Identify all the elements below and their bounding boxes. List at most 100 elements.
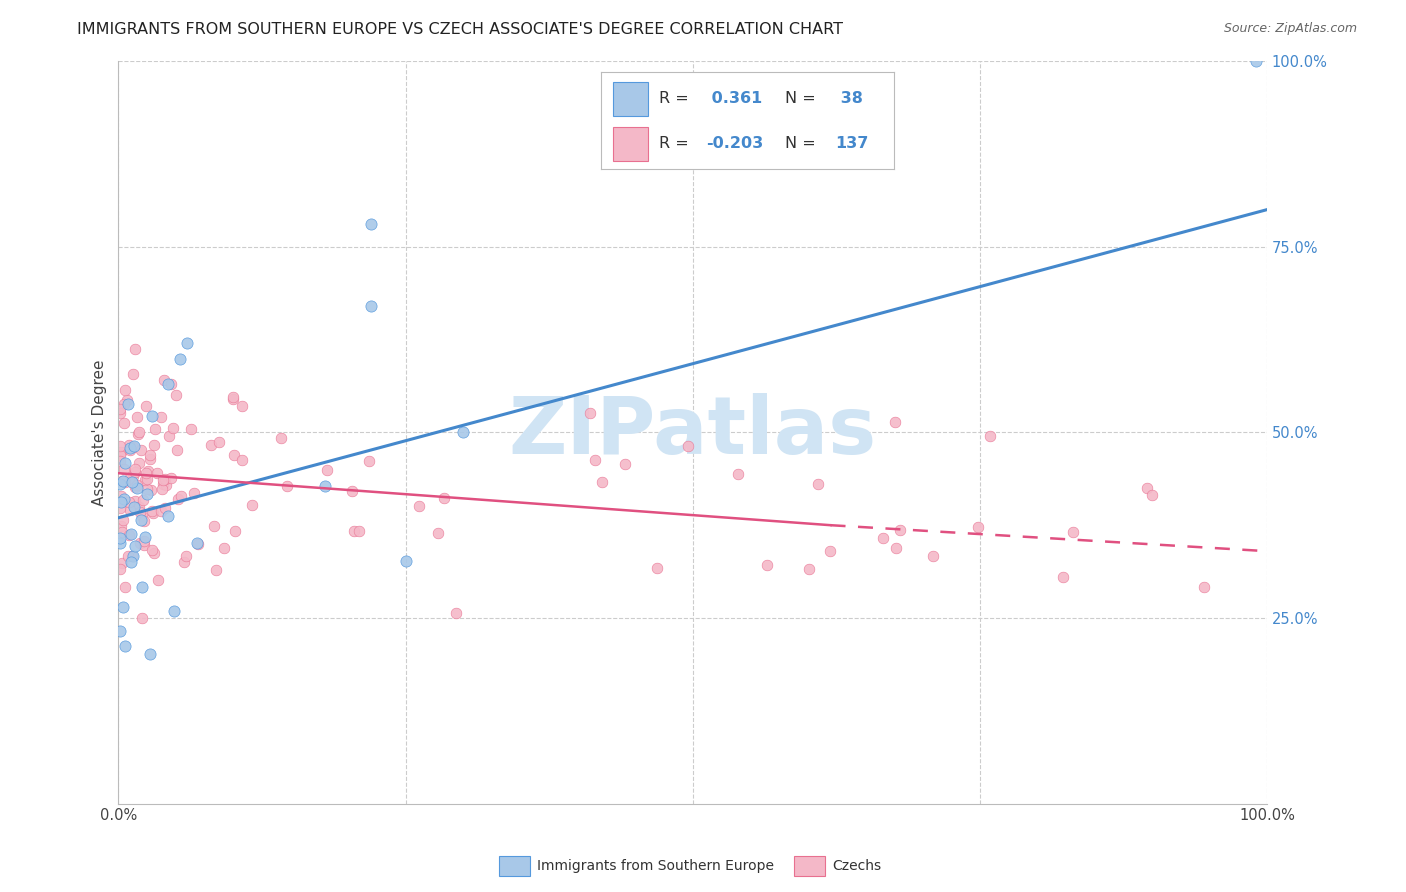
Point: [139, 448, 162, 462]
Point: [132, 514, 155, 528]
Point: [118, 502, 141, 516]
Point: [155, 472, 177, 486]
Point: [174, 549, 197, 563]
Point: [142, 438, 165, 452]
Point: [157, 376, 180, 391]
Point: [132, 533, 155, 548]
Point: [149, 503, 172, 517]
Point: [807, 476, 830, 491]
Point: [349, 524, 371, 538]
Point: [132, 493, 155, 508]
Point: [110, 495, 132, 509]
Point: [1052, 570, 1074, 584]
Point: [129, 442, 152, 457]
Point: [314, 478, 336, 492]
Point: [591, 475, 613, 490]
Point: [141, 504, 163, 518]
Point: [676, 439, 699, 453]
Point: [979, 429, 1001, 443]
Point: [155, 478, 177, 492]
Point: [127, 482, 149, 496]
Point: [157, 428, 180, 442]
Point: [128, 425, 150, 439]
Point: [183, 486, 205, 500]
Point: [124, 439, 146, 453]
Point: [967, 519, 990, 533]
Point: [132, 538, 155, 552]
Point: [360, 299, 382, 313]
Point: [394, 554, 416, 568]
Point: [889, 524, 911, 538]
Point: [112, 600, 135, 615]
Point: [139, 451, 162, 466]
Point: [166, 443, 188, 458]
Point: [150, 409, 173, 424]
Point: [360, 218, 382, 232]
Text: Immigrants from Southern Europe: Immigrants from Southern Europe: [537, 859, 775, 873]
Point: [645, 561, 668, 575]
Point: [152, 476, 174, 491]
Point: [165, 388, 187, 402]
Point: [114, 383, 136, 397]
Point: [1140, 488, 1163, 502]
Point: [108, 406, 131, 420]
Text: IMMIGRANTS FROM SOUTHERN EUROPE VS CZECH ASSOCIATE'S DEGREE CORRELATION CHART: IMMIGRANTS FROM SOUTHERN EUROPE VS CZECH…: [77, 22, 844, 37]
Point: [141, 483, 163, 497]
Point: [135, 472, 157, 486]
Point: [224, 524, 246, 538]
Point: [200, 437, 222, 451]
Point: [108, 624, 131, 639]
Point: [135, 467, 157, 481]
Point: [108, 439, 131, 453]
Point: [208, 435, 231, 450]
Point: [755, 558, 778, 572]
Point: [136, 487, 159, 501]
Point: [124, 540, 146, 554]
Text: ZIPatlas: ZIPatlas: [509, 393, 877, 471]
Point: [108, 561, 131, 575]
Point: [112, 462, 135, 476]
Point: [212, 541, 235, 556]
Point: [1136, 481, 1159, 495]
Point: [157, 508, 180, 523]
Point: [884, 415, 907, 429]
Point: [108, 501, 131, 516]
Point: [187, 536, 209, 550]
Point: [153, 373, 176, 387]
Point: [118, 442, 141, 457]
Point: [131, 611, 153, 625]
Point: [583, 453, 606, 467]
Point: [153, 501, 176, 516]
Point: [120, 555, 142, 569]
Point: [110, 444, 132, 458]
Point: [169, 352, 191, 367]
Point: [240, 499, 263, 513]
Point: [121, 367, 143, 381]
Point: [121, 526, 143, 541]
Point: [340, 484, 363, 499]
Point: [121, 549, 143, 563]
Point: [162, 420, 184, 434]
Point: [921, 549, 943, 563]
Point: [128, 504, 150, 518]
Point: [122, 500, 145, 515]
Point: [129, 513, 152, 527]
Point: [131, 508, 153, 523]
Point: [444, 606, 467, 620]
Point: [160, 376, 183, 391]
Point: [231, 453, 253, 467]
Point: [134, 474, 156, 488]
Point: [176, 336, 198, 351]
Point: [136, 482, 159, 496]
Point: [124, 479, 146, 493]
Point: [1192, 580, 1215, 594]
Point: [114, 475, 136, 490]
Text: Source: ZipAtlas.com: Source: ZipAtlas.com: [1223, 22, 1357, 36]
Point: [128, 500, 150, 514]
Point: [432, 491, 454, 505]
Point: [872, 531, 894, 545]
Point: [120, 442, 142, 456]
Point: [222, 390, 245, 404]
Point: [124, 465, 146, 479]
Point: [1244, 54, 1267, 69]
